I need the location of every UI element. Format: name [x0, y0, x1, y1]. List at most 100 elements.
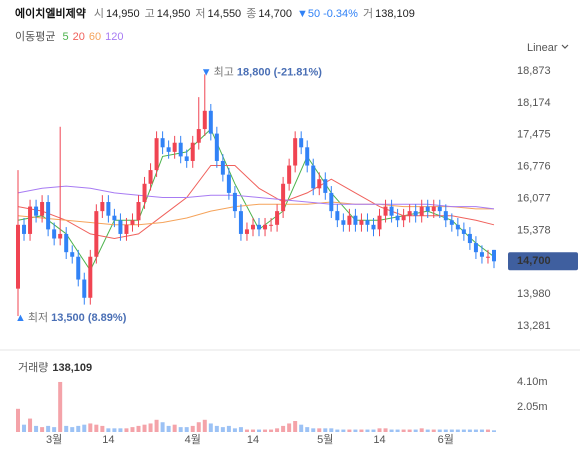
candle-body — [359, 220, 364, 225]
volume-bar — [437, 429, 442, 432]
volume-bar — [202, 419, 207, 432]
volume-bar — [257, 429, 262, 432]
volume-bar — [190, 425, 195, 432]
candle-body — [287, 165, 292, 184]
x-tick-label: 6월 — [438, 433, 454, 446]
y-tick-label: 16,077 — [517, 192, 551, 204]
last-price-tag — [508, 252, 578, 271]
item-label: 저 — [195, 7, 205, 20]
candle-body — [389, 206, 394, 216]
volume-bar — [232, 428, 237, 432]
volume-bar — [377, 428, 382, 432]
candle-body — [22, 224, 27, 234]
volume-bar — [214, 425, 219, 432]
candle-body — [305, 147, 310, 166]
candle-body — [341, 220, 346, 225]
y-tick-label: 16,776 — [517, 161, 551, 173]
candle-body — [371, 224, 376, 230]
volume-bar — [70, 427, 75, 432]
y-tick-label: 18,873 — [517, 65, 551, 77]
volume-bar — [347, 429, 352, 432]
volume-bar — [160, 422, 165, 432]
candle-body — [485, 256, 490, 258]
volume-legend: 거래량 138,109 — [18, 361, 92, 374]
item-label: 시 — [94, 8, 104, 20]
volume-bar — [431, 429, 436, 432]
candle-body — [142, 183, 147, 203]
candle-body — [148, 170, 153, 184]
candle-body — [76, 256, 81, 280]
candle-body — [40, 202, 45, 216]
volume-bar — [479, 429, 484, 432]
candle-body — [437, 206, 442, 212]
note-symbol: ▲ — [15, 312, 26, 324]
volume-bar — [244, 429, 249, 432]
candle-body — [136, 202, 141, 221]
item-value: 14,950 — [106, 8, 140, 20]
volume-bar — [317, 428, 322, 432]
y-tick-label: 13,980 — [517, 288, 551, 300]
volume-bar — [371, 429, 376, 432]
volume-bar — [136, 425, 141, 432]
note-title: 최저 — [28, 311, 48, 324]
candle-body — [16, 224, 20, 289]
volume-bar — [281, 425, 286, 432]
volume-bar — [287, 423, 292, 432]
volume-bar — [196, 422, 201, 432]
candle-body — [238, 211, 243, 234]
candle-body — [401, 215, 406, 221]
volume-bar — [76, 425, 81, 432]
y-tick-label: 15,378 — [517, 224, 551, 236]
candle-body — [479, 252, 484, 257]
stock-name: 에이치엘비제약 — [15, 6, 86, 20]
volume-bar — [112, 428, 117, 432]
candle-body — [269, 224, 274, 226]
scale-button[interactable]: Linear — [527, 42, 558, 54]
candle-body — [112, 215, 117, 221]
candle-body — [455, 224, 460, 230]
change: ▼50 — [297, 8, 320, 20]
ma-legend: 이동평균 5 20 60 120 — [15, 30, 124, 43]
volume-bar — [473, 429, 478, 432]
item-value: 14,950 — [157, 8, 191, 20]
volume-bar — [335, 429, 340, 432]
candle-body — [70, 252, 75, 257]
candle-body — [130, 220, 135, 225]
volume-bar — [299, 424, 304, 432]
candle-body — [413, 211, 418, 216]
header: 에이치엘비제약 시 14,950 고 14,950 저 14,550 종 14,700 ▼50 -0… — [15, 6, 415, 20]
volume-bar — [22, 424, 27, 432]
candle-body — [431, 206, 436, 212]
volume-bar — [142, 424, 147, 432]
note-label: 18,800 (-21.81%) — [237, 66, 322, 78]
volume-bar — [443, 429, 448, 432]
volume-bar — [359, 429, 364, 432]
change-pct: -0.34% — [323, 8, 358, 20]
x-tick-label: 14 — [373, 434, 385, 446]
volume-bar — [118, 428, 123, 432]
candle-body — [196, 129, 201, 143]
volume-bar — [275, 428, 280, 432]
item-value: 138,109 — [375, 8, 415, 20]
candle-body — [293, 138, 298, 166]
volume-bar — [154, 419, 159, 432]
item-label: 종 — [246, 8, 256, 20]
candle-body — [407, 211, 412, 216]
candle-body — [226, 174, 231, 193]
volume-bar — [226, 425, 231, 432]
volume-bar — [238, 427, 243, 432]
candle-body — [154, 138, 159, 171]
volume-bar — [413, 429, 418, 432]
candle-body — [118, 220, 123, 234]
volume-title: 거래량 — [18, 361, 48, 374]
volume-bar — [28, 418, 33, 432]
x-tick-label: 14 — [247, 434, 259, 446]
volume-bar — [263, 429, 268, 432]
volume-bar — [208, 423, 213, 432]
x-tick-label: 5월 — [317, 433, 333, 446]
item-label: 고 — [145, 8, 155, 20]
candle-body — [94, 211, 99, 257]
volume-bar — [124, 428, 129, 432]
x-tick-label: 4월 — [185, 433, 201, 446]
